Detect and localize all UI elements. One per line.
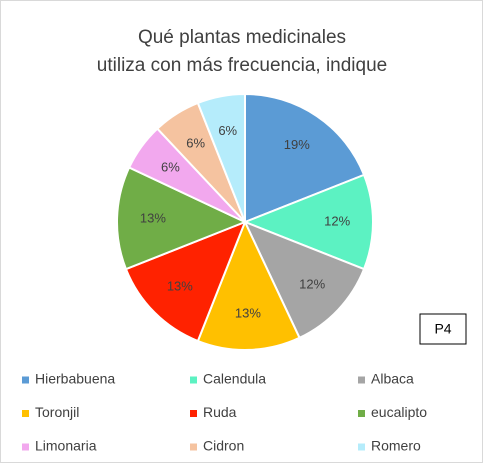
chart-title: Qué plantas medicinales [138,27,346,48]
legend-swatch [22,376,29,384]
legend-label: Toronjil [35,404,79,420]
legend-swatch [22,410,29,417]
legend-label: Cidron [203,438,244,454]
data-label: 6% [186,136,205,151]
data-label: 19% [284,137,310,152]
legend-swatch [190,376,197,384]
data-label: 6% [218,123,237,138]
data-label: 12% [324,213,350,228]
annotation-box [419,313,467,345]
legend-label: Limonaria [35,438,97,454]
legend-swatch [358,410,365,417]
legend-swatch [358,443,365,451]
pie-slice [244,92,366,224]
pie-slice [116,166,248,271]
legend-swatch [190,410,197,417]
pie-slice [196,219,301,351]
legend-label: Hierbabuena [35,371,115,387]
legend-swatch [22,443,29,451]
pie-slice [243,220,366,340]
data-label: 13% [167,279,193,294]
legend-label: Ruda [203,404,237,420]
legend-label: Albaca [371,371,414,387]
annotation: P4 [434,321,451,337]
legend-label: eucalipto [371,404,427,420]
legend-label: Calendula [203,371,266,387]
pie-slice [196,92,246,223]
legend-label: Romero [371,438,421,454]
legend-swatch [190,443,197,451]
legend-swatch [358,376,365,384]
data-label: 12% [299,277,325,292]
data-label: 13% [235,306,261,321]
data-label: 13% [140,211,166,226]
pie-slice [242,173,374,271]
data-label: 6% [161,159,180,174]
pie-slice [124,220,247,343]
chart-title: utiliza con más frecuencia, indique [97,55,387,76]
